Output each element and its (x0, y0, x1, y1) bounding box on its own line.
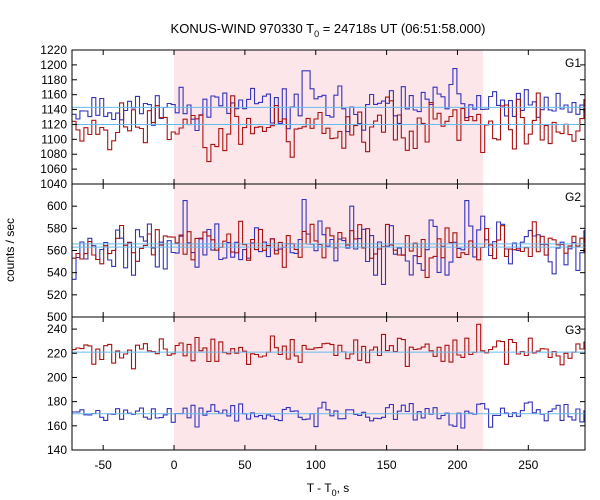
x-tick-label: 50 (238, 458, 252, 472)
y-tick-label: 220 (47, 346, 67, 360)
y-tick-label: 240 (47, 322, 67, 336)
y-tick-label: 160 (47, 419, 67, 433)
series-red-g2 (72, 220, 585, 278)
y-tick-label: 580 (47, 221, 67, 235)
y-tick-label: 520 (47, 288, 67, 302)
x-tick-label: 200 (447, 458, 467, 472)
highlight-band (174, 317, 483, 450)
x-tick-label: 250 (518, 458, 538, 472)
y-tick-label: 140 (47, 443, 67, 457)
y-tick-label: 540 (47, 266, 67, 280)
series-blue-g2 (72, 198, 585, 285)
panel-g1: 1040106010801100112011401160118012001220… (40, 43, 586, 191)
y-tick-label: 1100 (41, 132, 67, 146)
y-tick-label: 1080 (40, 147, 67, 161)
highlight-band (174, 184, 483, 317)
series-blue-g3 (72, 401, 585, 429)
panel-frame (71, 316, 586, 451)
y-tick-label: 1040 (40, 177, 67, 191)
y-tick-label: 1200 (40, 58, 67, 72)
y-tick-label: 1120 (41, 117, 67, 131)
y-tick-label: 200 (47, 370, 67, 384)
panels-group: 1040106010801100112011401160118012001220… (40, 43, 586, 472)
y-tick-label: 600 (47, 199, 67, 213)
x-tick-label: -50 (95, 458, 113, 472)
highlight-band (174, 50, 483, 184)
x-tick-label: 150 (377, 458, 397, 472)
y-tick-label: 1180 (41, 73, 67, 87)
chart-title: KONUS-WIND 970330 T0 = 24718s UT (06:51:… (171, 21, 486, 39)
y-axis-label: counts / sec (3, 218, 17, 282)
panel-label: G2 (565, 190, 581, 204)
x-axis-label: T - T0, s (307, 481, 350, 498)
series-blue-g1 (72, 68, 585, 133)
series-red-g3 (72, 323, 585, 370)
panel-g2: 500 520 540 560 580 600 G2 (47, 183, 586, 324)
y-tick-label: 180 (47, 395, 67, 409)
x-tick-label: 0 (171, 458, 178, 472)
panel-label: G1 (565, 56, 581, 70)
y-tick-label: 500 (47, 310, 67, 324)
y-tick-label: 1220 (40, 43, 67, 57)
x-tick-label: 100 (306, 458, 326, 472)
panel-g3: 140 160 180 200 220 240 G3 (47, 316, 586, 457)
y-tick-label: 560 (47, 244, 67, 258)
panel-label: G3 (565, 323, 581, 337)
y-tick-label: 1060 (40, 162, 67, 176)
y-tick-label: 1160 (41, 88, 67, 102)
y-tick-label: 1140 (41, 103, 67, 117)
